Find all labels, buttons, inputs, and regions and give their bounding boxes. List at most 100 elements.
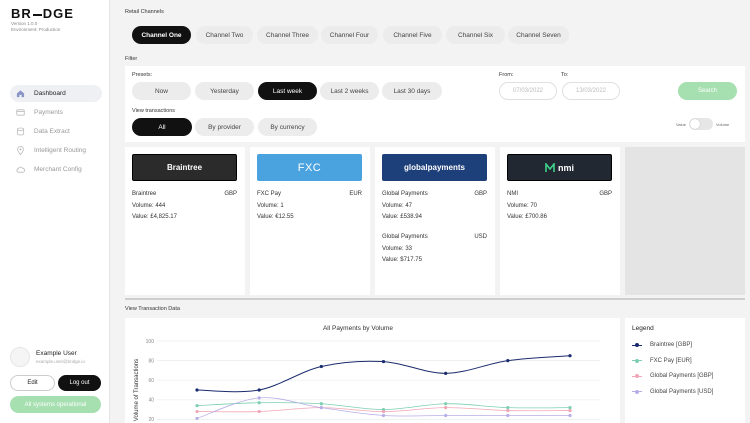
currency-label: EUR <box>349 191 362 197</box>
legend-label: FXC Pay [EUR] <box>650 357 692 364</box>
data-point-1-0[interactable] <box>195 404 199 408</box>
data-point-0-5[interactable] <box>506 359 510 363</box>
data-point-2-1[interactable] <box>257 409 261 414</box>
channel-one-button[interactable]: Channel One <box>132 26 191 44</box>
legend-item-1[interactable]: FXC Pay [EUR] <box>632 358 692 364</box>
sidebar-item-payments[interactable]: Payments <box>10 104 102 121</box>
channel-three-button[interactable]: Channel Three <box>257 26 318 44</box>
toggle-volume-label: Volume <box>715 121 730 127</box>
channel-seven-button[interactable]: Channel Seven <box>508 26 569 44</box>
legend-panel: Legend Braintree [GBP] FXC Pay [EUR] Globa… <box>625 318 745 423</box>
sidebar-item-merchant-config[interactable]: Merchant Config <box>10 161 102 178</box>
channels-section-label: Retail Channels <box>125 9 164 15</box>
data-point-2-3[interactable] <box>381 409 386 414</box>
presets-label: Presets: <box>132 72 153 78</box>
volume-value: Volume: 1 <box>257 203 284 209</box>
data-point-3-4[interactable] <box>444 413 448 418</box>
data-point-1-5[interactable] <box>506 406 510 410</box>
from-date-input[interactable]: 07/03/2022 <box>499 82 557 100</box>
provider-card-fxc-pay[interactable]: FXC FXC Pay EUR Volume: 1 Value: €12.55 <box>250 147 370 295</box>
preset-yesterday-button[interactable]: Yesterday <box>195 82 254 100</box>
view-transactions-label: View transactions <box>132 108 176 114</box>
to-label: To: <box>561 72 569 78</box>
provider-card-nmi[interactable]: nmi NMI GBP Volume: 70 Value: £700.86 <box>500 147 620 295</box>
provider-name: NMI <box>507 191 518 197</box>
data-point-2-4[interactable] <box>444 406 448 410</box>
legend-swatch <box>632 342 642 348</box>
data-point-3-6[interactable] <box>568 413 572 418</box>
logout-button[interactable]: Log out <box>58 375 101 391</box>
data-point-0-3[interactable] <box>381 359 386 364</box>
nmi-logo: nmi <box>507 154 612 181</box>
data-point-2-5[interactable] <box>506 408 510 413</box>
data-point-1-2[interactable] <box>319 402 323 406</box>
legend-swatch <box>632 389 642 395</box>
provider-card-global-payments[interactable]: globalpayments Global Payments GBP Volume… <box>375 147 495 295</box>
preset-last-week-button[interactable]: Last week <box>258 82 317 100</box>
data-point-1-1[interactable] <box>257 401 261 405</box>
legend-item-3[interactable]: Global Payments [USD] <box>632 389 713 395</box>
fxc-pay-logo: FXC <box>257 154 362 181</box>
sidebar-item-data-extract[interactable]: Data Extract <box>10 123 102 140</box>
y-tick-label: 60 <box>148 378 154 384</box>
legend-label: Global Payments [USD] <box>650 388 714 395</box>
data-point-0-1[interactable] <box>257 388 261 392</box>
data-point-2-0[interactable] <box>195 409 199 414</box>
data-point-3-0[interactable] <box>195 416 199 421</box>
sidebar-item-intelligent-routing[interactable]: Intelligent Routing <box>10 142 102 159</box>
edit-button[interactable]: Edit <box>10 375 55 391</box>
provider-card-braintree[interactable]: Braintree Braintree GBP Volume: 444 Value… <box>125 147 245 295</box>
view-by-currency-button[interactable]: By currency <box>258 118 317 136</box>
data-point-0-0[interactable] <box>195 388 199 392</box>
sidebar-item-label: Intelligent Routing <box>34 147 87 154</box>
chart-panel: All Payments by Volume Volume of Transac… <box>125 318 620 423</box>
toggle-switch[interactable] <box>688 118 713 130</box>
avatar <box>10 347 30 367</box>
data-point-2-6[interactable] <box>568 408 572 413</box>
data-point-0-2[interactable] <box>319 364 323 369</box>
channel-four-button[interactable]: Channel Four <box>321 26 378 44</box>
y-tick-label: 80 <box>148 358 154 364</box>
channel-six-button[interactable]: Channel Six <box>446 26 505 44</box>
data-point-3-5[interactable] <box>506 413 510 418</box>
fxc-logo-text: FXC <box>297 161 322 174</box>
to-date-input[interactable]: 13/03/2022 <box>562 82 620 100</box>
sidebar-item-dashboard[interactable]: Dashboard <box>10 85 102 102</box>
data-point-0-4[interactable] <box>444 371 448 375</box>
legend-item-0[interactable]: Braintree [GBP] <box>632 342 692 348</box>
data-point-1-6[interactable] <box>568 406 572 410</box>
provider-name: Global Payments <box>382 191 428 197</box>
amount-value: Value: £4,825.17 <box>132 214 177 220</box>
channel-two-button[interactable]: Channel Two <box>196 26 253 44</box>
user-name: Example User <box>36 350 77 357</box>
channel-five-button[interactable]: Channel Five <box>383 26 442 44</box>
global-payments-logo: globalpayments <box>382 154 487 181</box>
currency-label: GBP <box>599 191 612 197</box>
legend-label: Global Payments [GBP] <box>650 373 714 379</box>
data-point-1-4[interactable] <box>444 402 448 406</box>
section-divider[interactable] <box>125 298 745 300</box>
legend-swatch <box>632 373 642 379</box>
legend-title: Legend <box>632 325 654 332</box>
currency-label: GBP <box>224 191 237 197</box>
view-all-button[interactable]: All <box>132 118 192 136</box>
legend-item-2[interactable]: Global Payments [GBP] <box>632 373 713 379</box>
value-volume-toggle[interactable]: Value Volume <box>676 118 729 130</box>
data-point-3-1[interactable] <box>257 396 261 400</box>
preset-last-2-weeks-button[interactable]: Last 2 weeks <box>320 82 379 100</box>
user-profile: Example User example.user@bridge.io <box>10 347 85 367</box>
data-point-3-2[interactable] <box>319 406 323 410</box>
version-info: Version 1.0.0 Environment: Production <box>11 21 60 33</box>
preset-now-button[interactable]: Now <box>132 82 191 100</box>
preset-last-30-days-button[interactable]: Last 30 days <box>382 82 442 100</box>
chart-title: All Payments by Volume <box>323 325 393 332</box>
sidebar-item-label: Payments <box>34 109 63 116</box>
data-point-3-3[interactable] <box>381 413 386 418</box>
data-point-0-6[interactable] <box>568 354 572 358</box>
environment-text: Environment: Production <box>11 27 61 32</box>
view-by-provider-button[interactable]: By provider <box>195 118 254 136</box>
volume-value: Volume: 47 <box>382 203 413 209</box>
status-badge: All systems operational <box>10 396 101 413</box>
search-button[interactable]: Search <box>678 82 737 100</box>
